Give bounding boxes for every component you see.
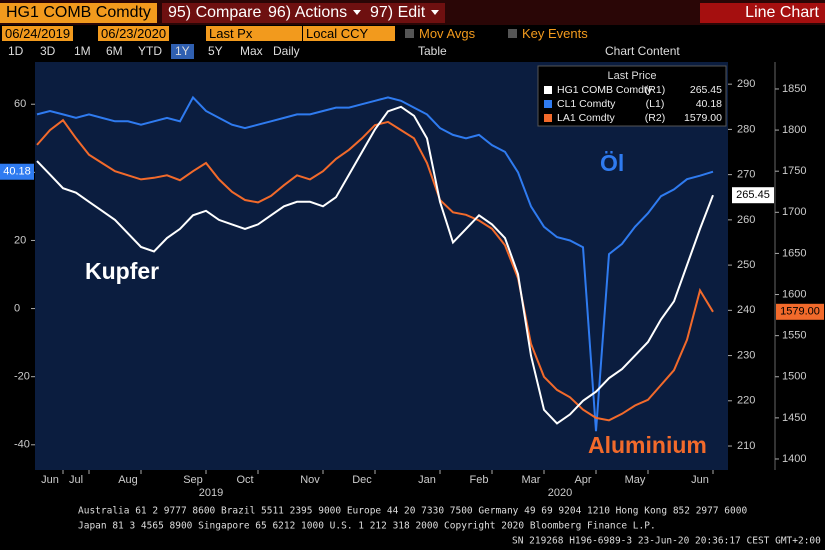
y3-tick-label: 1600 bbox=[782, 288, 806, 300]
y3-tick-label: 1450 bbox=[782, 412, 806, 424]
x-tick-label: Dec bbox=[352, 474, 372, 486]
period-button[interactable]: 5Y bbox=[208, 44, 223, 58]
y3-tick-label: 1400 bbox=[782, 453, 806, 465]
y3-tick-label: 1800 bbox=[782, 124, 806, 136]
x-tick-label: Oct bbox=[236, 474, 253, 486]
view-title: Line Chart bbox=[700, 3, 825, 23]
series-line bbox=[36, 105, 714, 425]
ticker-field[interactable]: HG1 COMB Comdty bbox=[0, 3, 157, 23]
period-button[interactable]: 3D bbox=[40, 44, 56, 58]
legend-value: 40.18 bbox=[696, 98, 722, 110]
menu-label: 96) Actions bbox=[268, 4, 348, 21]
option-toggle[interactable]: Key Events bbox=[508, 26, 588, 41]
end-date[interactable]: 06/23/2020 bbox=[98, 26, 170, 41]
last-price-flag bbox=[732, 187, 774, 204]
x-tick-label: May bbox=[625, 474, 646, 486]
period-button[interactable]: 1M bbox=[74, 44, 91, 58]
x-tick-label: Feb bbox=[470, 474, 489, 486]
y3-tick-label: 1850 bbox=[782, 83, 806, 95]
series-annotation: Öl bbox=[600, 150, 624, 176]
last-price-flag bbox=[776, 303, 824, 320]
footer-line: SN 219268 H196-6989-3 23-Jun-20 20:36:17… bbox=[512, 536, 821, 547]
series-annotation: Aluminium bbox=[588, 432, 707, 458]
x-tick-label: Aug bbox=[118, 474, 138, 486]
y-tick-label: -20 bbox=[14, 371, 30, 383]
y-tick-label: 60 bbox=[14, 98, 26, 110]
legend-axis: (R1) bbox=[645, 84, 665, 96]
period-button[interactable]: 6M bbox=[106, 44, 123, 58]
menu-label: 95) Compare bbox=[168, 4, 262, 21]
x-tick-label: Jan bbox=[418, 474, 436, 486]
menu-button[interactable]: 96) Actions bbox=[262, 3, 368, 23]
frequency-label: Daily bbox=[273, 44, 300, 58]
x-tick-label: Mar bbox=[522, 474, 541, 486]
menu-button[interactable]: 97) Edit bbox=[364, 3, 446, 23]
option-label: Key Events bbox=[522, 26, 588, 41]
currency-select[interactable]: Local CCY bbox=[303, 26, 395, 41]
legend-axis: (L1) bbox=[646, 98, 665, 110]
table-button[interactable]: Table bbox=[418, 44, 447, 58]
x-tick-label: Jul bbox=[69, 474, 83, 486]
x-tick-label: Nov bbox=[300, 474, 320, 486]
legend-entry: HG1 COMB Comdty bbox=[557, 84, 653, 96]
chart-content-button[interactable]: Chart Content bbox=[605, 44, 680, 58]
last-price-flag bbox=[0, 163, 34, 180]
series-line bbox=[36, 95, 714, 432]
legend-value: 1579.00 bbox=[684, 112, 722, 124]
y3-tick-label: 1550 bbox=[782, 330, 806, 342]
y3-tick-label: 1700 bbox=[782, 206, 806, 218]
legend-swatch bbox=[544, 114, 552, 122]
year-label: 2019 bbox=[199, 487, 223, 499]
plot-area bbox=[35, 62, 728, 470]
last-price-label: 265.45 bbox=[736, 189, 770, 201]
y2-tick-label: 250 bbox=[737, 259, 755, 271]
y2-tick-label: 260 bbox=[737, 214, 755, 226]
x-tick-label: Sep bbox=[183, 474, 203, 486]
x-tick-label: Apr bbox=[574, 474, 591, 486]
series-line bbox=[36, 118, 714, 422]
legend-entry: CL1 Comdty bbox=[557, 98, 616, 110]
legend-swatch bbox=[544, 100, 552, 108]
y2-tick-label: 220 bbox=[737, 395, 755, 407]
period-button[interactable]: YTD bbox=[138, 44, 162, 58]
y-tick-label: -40 bbox=[14, 439, 30, 451]
option-toggle[interactable]: Mov Avgs bbox=[405, 26, 475, 41]
footer-line: Australia 61 2 9777 8600 Brazil 5511 239… bbox=[78, 506, 747, 517]
y2-tick-label: 230 bbox=[737, 349, 755, 361]
y2-tick-label: 240 bbox=[737, 304, 755, 316]
legend-entry: LA1 Comdty bbox=[557, 112, 616, 124]
period-button[interactable]: 1Y bbox=[171, 44, 194, 59]
start-date[interactable]: 06/24/2019 bbox=[2, 26, 74, 41]
last-price-label: 1579.00 bbox=[780, 306, 820, 318]
y2-tick-label: 280 bbox=[737, 123, 755, 135]
y2-tick-label: 290 bbox=[737, 78, 755, 90]
legend-box bbox=[537, 65, 727, 127]
y-tick-label: 20 bbox=[14, 234, 26, 246]
y2-tick-label: 210 bbox=[737, 440, 755, 452]
x-tick-label: Jun bbox=[691, 474, 709, 486]
menu-label: 97) Edit bbox=[370, 4, 426, 21]
period-button[interactable]: 1D bbox=[8, 44, 24, 58]
legend-axis: (R2) bbox=[645, 112, 665, 124]
option-label: Mov Avgs bbox=[419, 26, 476, 41]
y3-tick-label: 1500 bbox=[782, 371, 806, 383]
period-button[interactable]: Max bbox=[240, 44, 263, 58]
menu-button[interactable]: 95) Compare bbox=[162, 3, 268, 23]
legend-title: Last Price bbox=[608, 70, 657, 82]
y3-tick-label: 1750 bbox=[782, 165, 806, 177]
footer-line: Japan 81 3 4565 8900 Singapore 65 6212 1… bbox=[78, 521, 656, 532]
y2-tick-label: 270 bbox=[737, 169, 755, 181]
field-select[interactable]: Last Px bbox=[206, 26, 302, 41]
series-annotation: Kupfer bbox=[85, 258, 159, 284]
x-tick-label: Jun bbox=[41, 474, 59, 486]
last-price-label: 40.18 bbox=[3, 166, 31, 178]
frequency-select[interactable]: Daily bbox=[273, 44, 300, 59]
y3-tick-label: 1650 bbox=[782, 247, 806, 259]
y-tick-label: 0 bbox=[14, 302, 20, 314]
legend-swatch bbox=[544, 86, 552, 94]
legend-value: 265.45 bbox=[690, 84, 722, 96]
year-label: 2020 bbox=[548, 487, 572, 499]
